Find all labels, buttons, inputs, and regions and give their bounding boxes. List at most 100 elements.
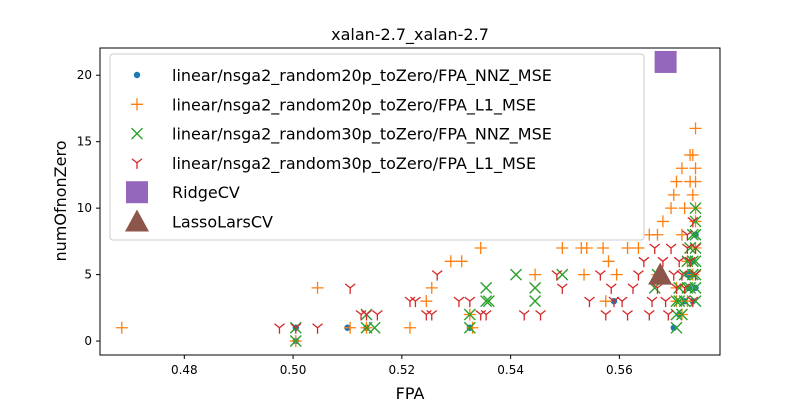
data-point (616, 296, 628, 308)
data-point (455, 255, 468, 268)
legend-label: linear/nsga2_random20p_toZero/FPA_L1_MSE (172, 95, 536, 115)
data-point (556, 283, 568, 294)
x-tick-label: 0.54 (497, 363, 524, 377)
data-point (290, 323, 302, 334)
data-point (687, 296, 699, 308)
data-point (657, 256, 669, 268)
y-tick-label: 10 (77, 201, 92, 215)
data-point (535, 309, 546, 321)
data-point (600, 309, 612, 321)
data-point (361, 309, 372, 321)
data-point (675, 162, 688, 175)
data-point (643, 309, 655, 321)
data-point (678, 202, 691, 215)
data-point (679, 283, 691, 294)
data-point (464, 296, 476, 308)
data-point (115, 321, 128, 334)
data-point (686, 228, 699, 241)
legend-marker (125, 209, 149, 232)
data-point (425, 281, 438, 294)
series-2 (289, 202, 702, 348)
data-point (584, 296, 595, 308)
data-point (627, 283, 639, 294)
data-point (404, 296, 416, 308)
data-point (686, 148, 699, 161)
data-point (610, 268, 623, 281)
data-point (654, 50, 677, 73)
data-point (599, 295, 612, 308)
data-point (453, 296, 465, 308)
data-point (578, 268, 591, 281)
data-point (684, 256, 696, 268)
plot-frame (99, 47, 721, 356)
data-point (646, 296, 658, 308)
data-point (274, 323, 285, 334)
legend-label: linear/nsga2_random30p_toZero/FPA_L1_MSE (172, 154, 536, 174)
y-tick-label: 20 (77, 68, 92, 82)
data-point (690, 270, 701, 281)
data-point (602, 255, 615, 268)
data-point (689, 175, 702, 188)
data-point (556, 268, 569, 281)
data-point (597, 242, 610, 255)
legend-marker (126, 181, 148, 204)
legend-box (109, 53, 645, 241)
data-point (463, 321, 476, 334)
data-point (673, 256, 685, 268)
x-axis-ticks: 0.48 0.50 0.52 0.54 0.56 (171, 355, 633, 377)
data-point (622, 309, 633, 321)
data-point (480, 295, 493, 308)
data-point (668, 270, 680, 281)
x-tick-label: 0.52 (388, 363, 415, 377)
data-point (431, 270, 443, 281)
data-point (667, 188, 680, 201)
y-axis-label: numOfnonZero (51, 141, 70, 262)
data-point (673, 295, 686, 308)
data-point (420, 295, 433, 308)
data-point (686, 255, 699, 268)
data-point (404, 321, 416, 334)
data-point (420, 309, 432, 321)
data-point (681, 230, 693, 241)
data-point (621, 242, 634, 255)
data-point (344, 283, 356, 294)
x-tick-label: 0.50 (280, 363, 307, 377)
legend-marker (133, 71, 141, 79)
data-point (690, 243, 701, 255)
data-point (684, 281, 697, 294)
data-point (689, 295, 702, 308)
data-point (686, 188, 699, 201)
data-point (670, 321, 683, 334)
data-point (518, 309, 530, 321)
data-point (656, 215, 669, 228)
data-point (466, 321, 479, 334)
y-tick-label: 15 (77, 135, 92, 149)
data-point (651, 228, 664, 241)
data-point (480, 309, 492, 321)
data-point (638, 256, 650, 268)
data-point (426, 309, 438, 321)
data-point (605, 283, 617, 294)
x-axis-label: FPA (396, 384, 425, 400)
y-tick-label: 5 (84, 268, 92, 282)
data-point (551, 270, 563, 281)
data-point (475, 309, 487, 321)
x-tick-label: 0.48 (171, 363, 198, 377)
data-point (594, 270, 606, 281)
legend-marker (131, 98, 143, 111)
data-point (510, 268, 523, 281)
data-point (662, 309, 674, 321)
data-point (660, 296, 672, 308)
data-point (632, 242, 645, 255)
data-point (689, 122, 702, 135)
y-tick-label: 0 (84, 334, 92, 348)
data-point (665, 202, 678, 215)
x-tick-label: 0.56 (606, 363, 633, 377)
data-point (676, 270, 688, 281)
legend-label: LassoLarsCV (172, 213, 273, 232)
legend-label: RidgeCV (172, 183, 240, 202)
data-point (463, 308, 476, 321)
data-point (312, 323, 323, 334)
series-4 (654, 50, 677, 73)
